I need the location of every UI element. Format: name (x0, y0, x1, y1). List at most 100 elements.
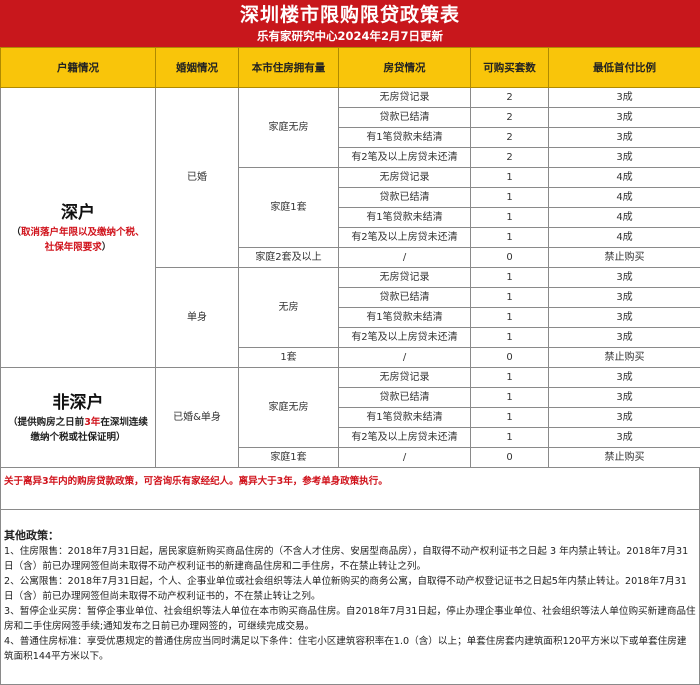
hukou-cell: 深户 （取消落户年限以及缴纳个税、社保年限要求） (0, 87, 156, 368)
purchase-count-cell: 1 (470, 307, 549, 328)
loan-status-cell: / (338, 347, 471, 368)
holdings-cell: 家庭无房 (238, 367, 339, 448)
holdings-cell: 家庭2套及以上 (238, 247, 339, 268)
loan-status-cell: 有2笔及以上房贷未还清 (338, 227, 471, 248)
loan-status-cell: 无房贷记录 (338, 167, 471, 188)
table-row: 贷款已结清 2 3成 (1, 107, 700, 128)
loan-status-cell: / (338, 247, 471, 268)
purchase-count-cell: 2 (470, 127, 549, 148)
hukou-label: 非深户 (52, 392, 104, 413)
purchase-count-cell: 1 (470, 207, 549, 228)
loan-status-cell: / (338, 447, 471, 468)
table-row: 家庭1套/0 禁止购买 (1, 447, 700, 468)
col-header-downpayment: 最低首付比例 (548, 47, 700, 88)
downpayment-cell: 3成 (548, 107, 700, 128)
policy-item: 3、暂停企业买房：暂停企事业单位、社会组织等法人单位在本市购买商品住房。自201… (4, 606, 696, 632)
downpayment-cell: 3成 (548, 427, 700, 448)
table-header-row: 户籍情况 婚姻情况 本市住房拥有量 房贷情况 可购买套数 最低首付比例 (0, 47, 700, 88)
col-header-loan: 房贷情况 (338, 47, 471, 88)
downpayment-cell: 3成 (548, 287, 700, 308)
col-header-hukou: 户籍情况 (0, 47, 156, 88)
holdings-cell: 无房 (238, 267, 339, 348)
marital-cell: 已婚 (155, 87, 239, 268)
table-row: 深户 （取消落户年限以及缴纳个税、社保年限要求） 已婚 家庭无房 无房贷记录 2 3成 (0, 87, 700, 368)
downpayment-cell: 3成 (548, 327, 700, 348)
downpayment-cell: 禁止购买 (548, 247, 700, 268)
page-title: 深圳楼市限购限贷政策表 (239, 4, 460, 26)
table-row: 非深户 （提供购房之日前3年在深圳连续缴纳个税或社保证明） 已婚&单身 家庭无房 无房贷… (0, 367, 700, 468)
divorce-note: 关于离异3年内的购房贷款政策，可咨询乐有家经纪人。离异大于3年，参考单身政策执行… (0, 467, 700, 510)
title-banner: 深圳楼市限购限贷政策表 乐有家研究中心2024年2月7日更新 (0, 0, 700, 47)
purchase-count-cell: 0 (470, 247, 549, 268)
hukou-note-text: 3年 (84, 416, 101, 428)
downpayment-cell: 3成 (548, 387, 700, 408)
table-row: 有2笔及以上房贷未还清 1 4成 (1, 227, 700, 248)
loan-status-cell: 有2笔及以上房贷未还清 (338, 147, 471, 168)
loan-status-cell: 有2笔及以上房贷未还清 (338, 327, 471, 348)
loan-status-cell: 有2笔及以上房贷未还清 (338, 427, 471, 448)
table-row: 有1笔贷款未结清 1 3成 (1, 307, 700, 328)
loan-status-cell: 无房贷记录 (338, 87, 471, 108)
loan-status-cell: 有1笔贷款未结清 (338, 407, 471, 428)
other-policies: 其他政策： 1、住房限售：2018年7月31日起，居民家庭新购买商品住房的（不含… (0, 510, 700, 685)
marital-cell: 已婚&单身 (155, 367, 239, 468)
downpayment-cell: 3成 (548, 127, 700, 148)
marital-cell: 单身 (155, 267, 239, 368)
purchase-count-cell: 1 (470, 287, 549, 308)
purchase-count-cell: 1 (470, 367, 549, 388)
table-row: 有1笔贷款未结清 1 4成 (1, 207, 700, 228)
downpayment-cell: 3成 (548, 147, 700, 168)
purchase-count-cell: 0 (470, 347, 549, 368)
holdings-cell: 家庭1套 (238, 447, 339, 468)
policy-item: 4、普通住房标准：享受优惠规定的普通住房应当同时满足以下条件：住宅小区建筑容积率… (4, 636, 687, 662)
policy-item: 1、住房限售：2018年7月31日起，居民家庭新购买商品住房的（不含人才住房、安… (4, 546, 689, 572)
purchase-count-cell: 0 (470, 447, 549, 468)
downpayment-cell: 3成 (548, 367, 700, 388)
hukou-note-text: 取消落户年限以及缴纳个税、社保年限要求 (21, 226, 145, 253)
downpayment-cell: 禁止购买 (548, 347, 700, 368)
downpayment-cell: 3成 (548, 307, 700, 328)
table-row: 有1笔贷款未结清 1 3成 (1, 407, 700, 428)
purchase-count-cell: 2 (470, 107, 549, 128)
policy-item: 2、公寓限售：2018年7月31日起，个人、企事业单位或社会组织等法人单位新购买… (4, 576, 687, 602)
hukou-note-text: 在深圳连续缴纳个税或社保证明） (30, 416, 148, 443)
hukou-label: 深户 (61, 202, 95, 223)
other-policies-title: 其他政策： (4, 529, 59, 542)
downpayment-cell: 4成 (548, 207, 700, 228)
table-row: 有2笔及以上房贷未还清 2 3成 (1, 147, 700, 168)
purchase-count-cell: 1 (470, 227, 549, 248)
loan-status-cell: 贷款已结清 (338, 387, 471, 408)
table-row: 单身 无房 无房贷记录 1 3成 (1, 267, 700, 368)
hukou-cell: 非深户 （提供购房之日前3年在深圳连续缴纳个税或社保证明） (0, 367, 156, 468)
loan-status-cell: 有1笔贷款未结清 (338, 307, 471, 328)
downpayment-cell: 4成 (548, 187, 700, 208)
holdings-cell: 家庭无房 (238, 87, 339, 168)
downpayment-cell: 4成 (548, 167, 700, 188)
col-header-marital: 婚姻情况 (155, 47, 239, 88)
loan-status-cell: 有1笔贷款未结清 (338, 207, 471, 228)
page-subtitle: 乐有家研究中心2024年2月7日更新 (256, 29, 443, 43)
purchase-count-cell: 1 (470, 167, 549, 188)
loan-status-cell: 无房贷记录 (338, 267, 471, 288)
table-row: 贷款已结清 1 3成 (1, 387, 700, 408)
table-row: 家庭2套及以上/0 禁止购买 (1, 247, 700, 268)
purchase-count-cell: 2 (470, 147, 549, 168)
downpayment-cell: 3成 (548, 87, 700, 108)
purchase-count-cell: 1 (470, 407, 549, 428)
purchase-count-cell: 1 (470, 427, 549, 448)
downpayment-cell: 4成 (548, 227, 700, 248)
hukou-note: （取消落户年限以及缴纳个税、社保年限要求） (1, 225, 155, 255)
loan-status-cell: 贷款已结清 (338, 187, 471, 208)
loan-status-cell: 有1笔贷款未结清 (338, 127, 471, 148)
col-header-count: 可购买套数 (470, 47, 549, 88)
policy-table: 户籍情况 婚姻情况 本市住房拥有量 房贷情况 可购买套数 最低首付比例 深户 （取… (0, 47, 700, 468)
holdings-cell: 1套 (238, 347, 339, 368)
hukou-note-text: （ (11, 226, 21, 238)
loan-status-cell: 贷款已结清 (338, 287, 471, 308)
purchase-count-cell: 2 (470, 87, 549, 108)
table-row: 1套/0 禁止购买 (1, 347, 700, 368)
purchase-count-cell: 1 (470, 327, 549, 348)
purchase-count-cell: 1 (470, 187, 549, 208)
loan-status-cell: 无房贷记录 (338, 367, 471, 388)
hukou-note-text: ） (101, 241, 112, 253)
